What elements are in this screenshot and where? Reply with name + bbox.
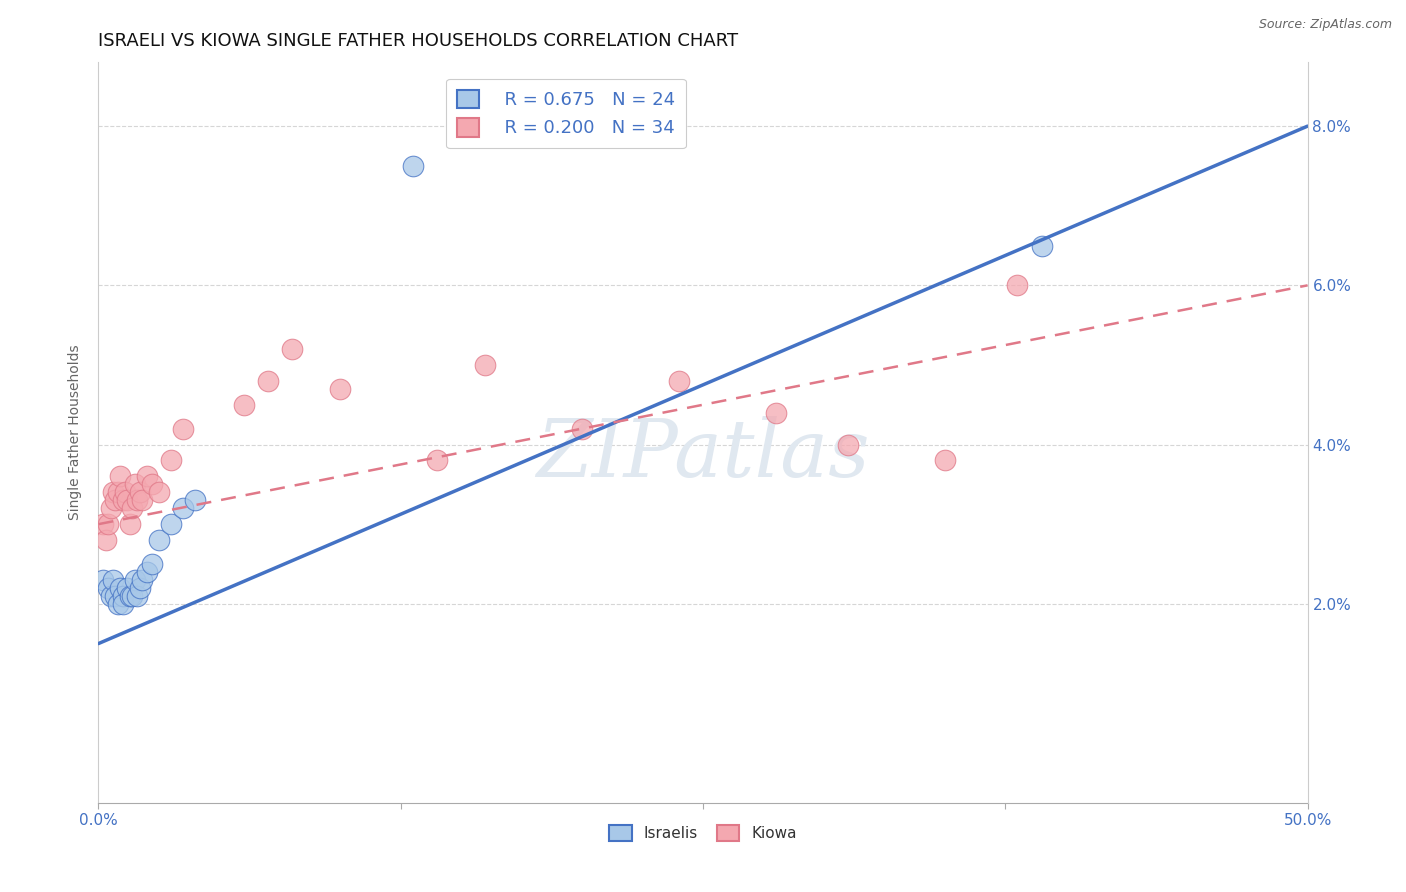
Point xyxy=(571,422,593,436)
Point xyxy=(329,382,352,396)
Point xyxy=(668,374,690,388)
Point xyxy=(101,573,124,587)
Point xyxy=(111,493,134,508)
Point xyxy=(107,597,129,611)
Point xyxy=(1007,278,1029,293)
Point xyxy=(117,493,139,508)
Legend: Israelis, Kiowa: Israelis, Kiowa xyxy=(603,819,803,847)
Point xyxy=(131,573,153,587)
Point xyxy=(474,358,496,372)
Point xyxy=(128,581,150,595)
Point xyxy=(97,581,120,595)
Point xyxy=(100,501,122,516)
Point xyxy=(184,493,207,508)
Point xyxy=(107,485,129,500)
Point xyxy=(141,557,163,571)
Point xyxy=(124,477,146,491)
Point xyxy=(118,517,141,532)
Text: ZIPatlas: ZIPatlas xyxy=(536,416,870,493)
Point xyxy=(141,477,163,491)
Point xyxy=(131,493,153,508)
Point xyxy=(104,493,127,508)
Point xyxy=(101,485,124,500)
Point xyxy=(118,589,141,603)
Point xyxy=(160,517,183,532)
Point xyxy=(91,517,114,532)
Point xyxy=(117,581,139,595)
Point xyxy=(148,533,170,547)
Point xyxy=(111,597,134,611)
Point xyxy=(934,453,956,467)
Point xyxy=(426,453,449,467)
Point xyxy=(108,469,131,483)
Point xyxy=(124,573,146,587)
Point xyxy=(121,589,143,603)
Point xyxy=(281,342,304,356)
Point xyxy=(128,485,150,500)
Point xyxy=(100,589,122,603)
Point xyxy=(135,565,157,579)
Point xyxy=(172,422,194,436)
Point xyxy=(94,533,117,547)
Point xyxy=(127,493,149,508)
Point xyxy=(127,589,149,603)
Text: Source: ZipAtlas.com: Source: ZipAtlas.com xyxy=(1258,18,1392,31)
Point xyxy=(1031,238,1053,252)
Point xyxy=(108,581,131,595)
Point xyxy=(121,501,143,516)
Point xyxy=(172,501,194,516)
Y-axis label: Single Father Households: Single Father Households xyxy=(69,345,83,520)
Point xyxy=(97,517,120,532)
Point xyxy=(91,573,114,587)
Point xyxy=(104,589,127,603)
Point xyxy=(148,485,170,500)
Point xyxy=(256,374,278,388)
Point xyxy=(135,469,157,483)
Point xyxy=(232,398,254,412)
Point xyxy=(111,589,134,603)
Point xyxy=(114,485,136,500)
Point xyxy=(402,159,425,173)
Point xyxy=(837,437,859,451)
Text: ISRAELI VS KIOWA SINGLE FATHER HOUSEHOLDS CORRELATION CHART: ISRAELI VS KIOWA SINGLE FATHER HOUSEHOLD… xyxy=(98,32,738,50)
Point xyxy=(765,406,787,420)
Point xyxy=(160,453,183,467)
